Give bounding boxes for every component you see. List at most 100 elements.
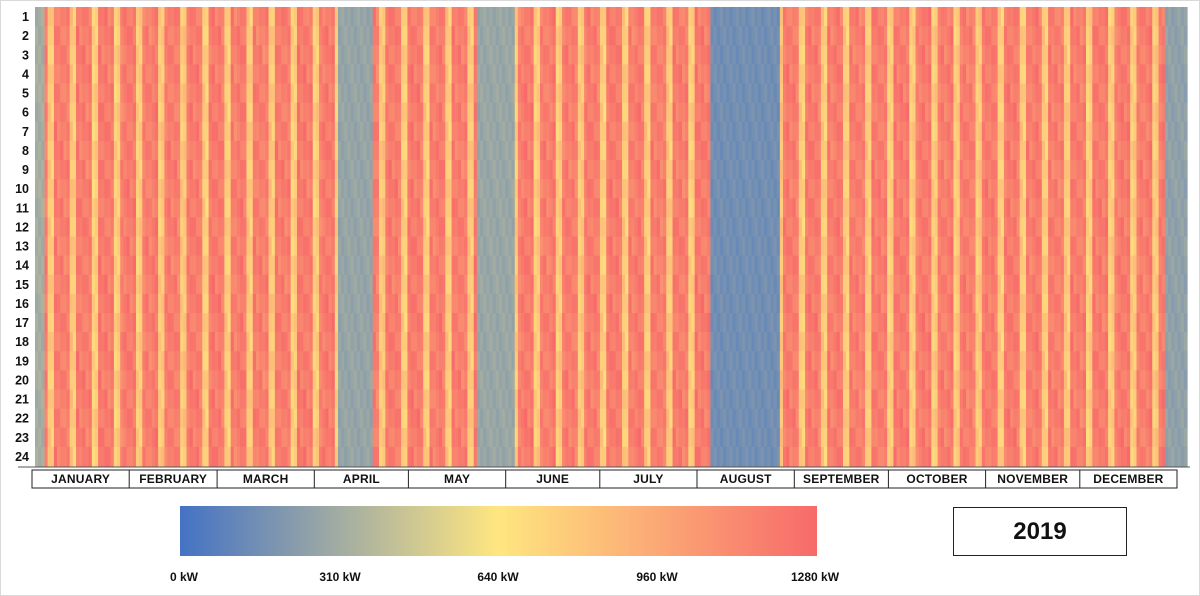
heatmap-cell	[366, 217, 371, 238]
heatmap-cell	[461, 446, 465, 467]
heatmap-cell	[47, 102, 52, 123]
heatmap-cell	[489, 370, 494, 391]
heatmap-cell	[555, 198, 560, 218]
heatmap-cell	[495, 26, 500, 46]
heatmap-cell	[394, 332, 399, 352]
heatmap-cell	[252, 217, 257, 238]
heatmap-cell	[221, 255, 225, 276]
heatmap-cell	[271, 121, 276, 142]
heatmap-cell	[47, 236, 52, 257]
heatmap-cell	[476, 179, 481, 199]
heatmap-cell	[306, 427, 311, 448]
heatmap-cell	[85, 427, 90, 448]
heatmap-cell	[385, 427, 390, 448]
heatmap-cell	[91, 427, 96, 448]
heatmap-cell	[372, 45, 377, 65]
heatmap-cell	[180, 255, 184, 276]
heatmap-cell	[148, 236, 153, 257]
heatmap-cell	[347, 7, 352, 27]
heatmap-cell	[233, 255, 238, 276]
heatmap-cell	[663, 389, 667, 410]
heatmap-cell	[296, 313, 301, 333]
heatmap-cell	[85, 313, 90, 333]
heatmap-cell	[309, 255, 314, 276]
heatmap-cell	[508, 26, 513, 46]
heatmap-cell	[173, 26, 178, 46]
heatmap-cell	[38, 179, 42, 199]
heatmap-cell	[552, 274, 557, 295]
heatmap-cell	[622, 45, 626, 65]
heatmap-cell	[76, 64, 80, 85]
heatmap-cell	[372, 121, 377, 142]
heatmap-cell	[536, 160, 541, 180]
heatmap-cell	[195, 7, 200, 27]
heatmap-cell	[467, 255, 472, 276]
heatmap-cell	[603, 121, 607, 142]
heatmap-cell	[429, 102, 434, 123]
heatmap-cell	[107, 370, 112, 391]
heatmap-cell	[461, 274, 465, 295]
heatmap-cell	[385, 45, 390, 65]
heatmap-cell	[618, 274, 623, 295]
heatmap-cell	[98, 313, 102, 333]
heatmap-cell	[98, 332, 102, 352]
heatmap-cell	[63, 26, 68, 46]
heatmap-cell	[211, 446, 216, 467]
heatmap-cell	[429, 217, 434, 238]
heatmap-cell	[663, 332, 667, 352]
heatmap-cell	[423, 446, 427, 467]
heatmap-cell	[47, 313, 52, 333]
heatmap-cell	[404, 236, 409, 257]
heatmap-cell	[154, 427, 159, 448]
heatmap-cell	[353, 179, 358, 199]
heatmap-cell	[517, 121, 522, 142]
heatmap-cell	[50, 26, 55, 46]
heatmap-cell	[552, 83, 557, 104]
heatmap-cell	[145, 198, 150, 218]
heatmap-cell	[584, 313, 588, 333]
heatmap-cell	[76, 274, 80, 295]
heatmap-cell	[107, 179, 112, 199]
heatmap-cell	[420, 140, 424, 161]
heatmap-cell	[290, 140, 295, 161]
heatmap-cell	[656, 427, 661, 448]
heatmap-cell	[426, 332, 431, 352]
heatmap-cell	[167, 389, 172, 410]
heatmap-cell	[214, 408, 219, 429]
heatmap-cell	[214, 7, 219, 27]
heatmap-cell	[306, 255, 311, 276]
heatmap-cell	[113, 274, 118, 295]
heatmap-cell	[350, 83, 355, 104]
heatmap-cell	[577, 370, 582, 391]
heatmap-cell	[240, 7, 244, 27]
heatmap-cell	[599, 160, 604, 180]
heatmap-cell	[461, 408, 465, 429]
heatmap-cell	[136, 236, 140, 257]
heatmap-cell	[47, 179, 52, 199]
heatmap-cell	[113, 7, 118, 27]
heatmap-cell	[227, 408, 232, 429]
heatmap-cell	[44, 274, 49, 295]
heatmap-cell	[457, 313, 462, 333]
heatmap-cell	[375, 332, 380, 352]
heatmap-cell	[252, 64, 257, 85]
heatmap-cell	[249, 446, 254, 467]
heatmap-cell	[647, 313, 652, 333]
heatmap-cell	[423, 427, 427, 448]
heatmap-cell	[148, 408, 153, 429]
heatmap-cell	[539, 313, 544, 333]
heatmap-cell	[271, 332, 276, 352]
heatmap-cell	[369, 160, 374, 180]
heatmap-cell	[154, 313, 159, 333]
heatmap-cell	[653, 255, 658, 276]
heatmap-cell	[249, 427, 254, 448]
heatmap-cell	[603, 293, 607, 314]
heatmap-cell	[552, 408, 557, 429]
heatmap-cell	[278, 7, 282, 27]
heatmap-cell	[319, 351, 323, 371]
heatmap-cell	[524, 160, 528, 180]
heatmap-cell	[79, 446, 83, 467]
heatmap-cell	[369, 83, 374, 104]
heatmap-cell	[372, 274, 377, 295]
heatmap-cell	[240, 26, 244, 46]
